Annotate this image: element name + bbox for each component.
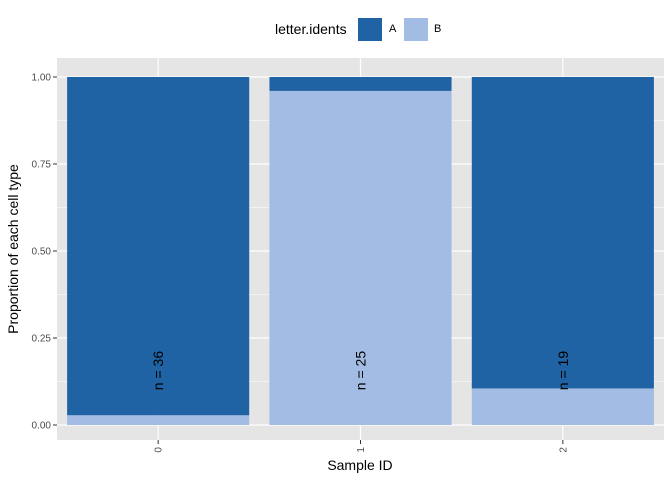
y-axis-title: Proportion of each cell type [5,164,21,334]
legend: letter.idents A B [275,18,441,41]
x-tick-label: 0 [154,447,165,453]
bar-annotation: n = 25 [353,351,369,391]
y-tick-label: 0.00 [32,421,52,432]
bar-b-0 [67,415,250,425]
bar-b-2 [471,388,654,425]
x-axis: 0 1 2 [154,440,569,453]
y-axis: 0.00 0.25 0.50 0.75 1.00 [32,73,57,432]
bar-b-1 [269,90,452,426]
y-tick-label: 0.75 [32,160,52,171]
x-tick-label: 1 [356,447,367,453]
legend-label-a: A [389,23,397,35]
y-tick-label: 0.25 [32,334,52,345]
x-axis-title: Sample ID [327,457,392,473]
bar-a-2 [471,77,654,389]
y-tick-label: 0.50 [32,247,52,258]
x-tick-label: 2 [558,447,569,453]
annotations: n = 36 n = 25 n = 19 [150,351,571,391]
y-tick-label: 1.00 [32,73,52,84]
bar-annotation: n = 19 [555,351,571,391]
legend-key-b [404,18,428,41]
bar-a-0 [67,77,250,416]
bars [67,77,654,426]
legend-key-a [358,18,382,41]
bar-a-1 [269,77,452,91]
legend-title: letter.idents [275,21,347,37]
legend-label-b: B [434,23,441,35]
bar-annotation: n = 36 [150,351,166,391]
